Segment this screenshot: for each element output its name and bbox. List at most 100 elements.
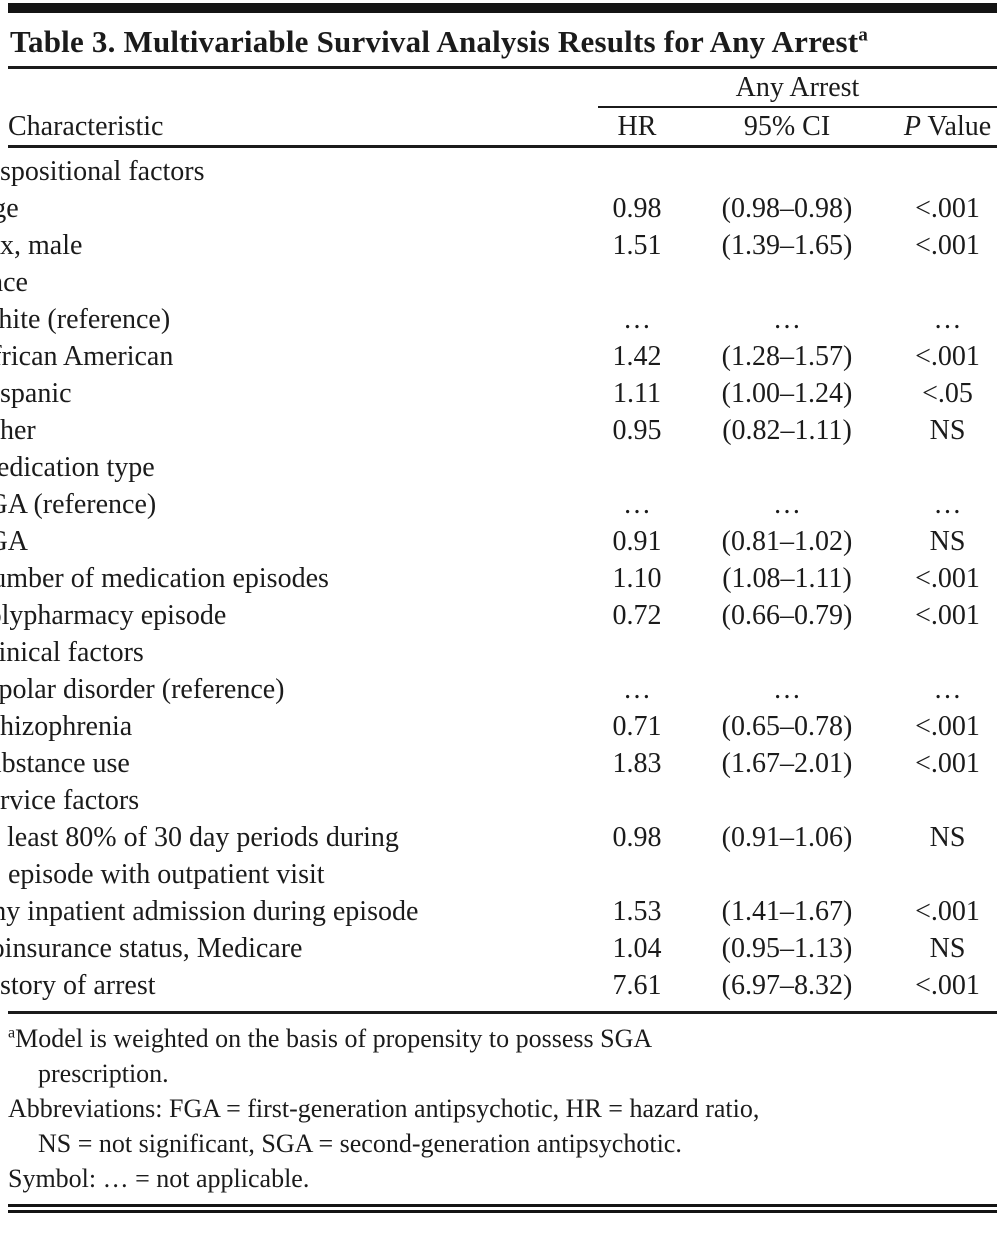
row-characteristic: Race: [0, 267, 28, 298]
table-row: Clinical factors: [0, 634, 997, 671]
row-p-value: …: [933, 489, 962, 520]
table-row: Sex, male 1.51 (1.39–1.65) <.001: [0, 227, 997, 264]
row-ci-value: (0.95–1.13): [721, 933, 853, 964]
row-p-value: <.001: [915, 970, 980, 1001]
row-ci-value: (1.28–1.57): [721, 341, 853, 372]
row-ci-value: (0.81–1.02): [721, 526, 853, 557]
row-hr-value: 1.51: [612, 230, 662, 261]
row-hr-value: 1.10: [612, 563, 662, 594]
table-row: Service factors: [0, 782, 997, 819]
row-hr-value: …: [623, 674, 651, 705]
row-p-value: [898, 782, 997, 819]
table-row: Substance use 1.83 (1.67–2.01) <.001: [0, 745, 997, 782]
column-header-pvalue: P Value: [898, 107, 997, 148]
row-characteristic: History of arrest: [0, 970, 156, 1001]
row-ci-value: (0.91–1.06): [721, 822, 853, 853]
table-title: Table 3. Multivariable Survival Analysis…: [10, 22, 997, 61]
row-hr-value: [598, 449, 676, 486]
row-hr-value: 0.95: [612, 415, 662, 446]
footnote-text: Symbol: … = not applicable.: [8, 1164, 310, 1193]
top-rule: [8, 3, 997, 13]
table-row: Dispositional factors: [0, 147, 997, 191]
row-ci-value: [676, 264, 898, 301]
row-p-value: [898, 449, 997, 486]
table-row: Schizophrenia 0.71 (0.65–0.78) <.001: [0, 708, 997, 745]
table-row: Number of medication episodes 1.10 (1.08…: [0, 560, 997, 597]
row-characteristic: Service factors: [0, 785, 140, 816]
row-ci-value: (0.82–1.11): [722, 415, 852, 446]
row-p-value: <.001: [915, 748, 980, 779]
row-ci-value: …: [773, 304, 801, 335]
row-hr-value: 0.98: [612, 193, 662, 224]
column-header-hr: HR: [598, 107, 676, 148]
row-hr-value: 0.98: [612, 822, 662, 853]
survival-analysis-table: Any Arrest Characteristic HR 95% CI P Va…: [0, 69, 997, 1005]
row-characteristic: African American: [0, 341, 174, 372]
footnotes: aModel is weighted on the basis of prope…: [8, 1021, 997, 1196]
footnote-text: Abbreviations: FGA = first-generation an…: [8, 1094, 760, 1158]
table-header: Any Arrest Characteristic HR 95% CI P Va…: [8, 69, 997, 148]
row-characteristic: SGA: [0, 526, 29, 557]
row-hr-value: 7.61: [612, 970, 662, 1001]
row-hr-value: 0.91: [612, 526, 662, 557]
row-p-value: <.001: [915, 193, 980, 224]
row-hr-value: [598, 264, 676, 301]
row-ci-value: …: [773, 489, 801, 520]
row-characteristic: At least 80% of 30 day periods during ep…: [7, 822, 399, 890]
row-characteristic: FGA (reference): [0, 489, 157, 520]
table-row: Age 0.98 (0.98–0.98) <.001: [0, 190, 997, 227]
column-header-ci: 95% CI: [676, 107, 898, 148]
journal-table-page: Table 3. Multivariable Survival Analysis…: [0, 3, 1005, 1213]
row-ci-value: [676, 147, 898, 191]
row-characteristic: Sex, male: [0, 230, 83, 261]
table-row: History of arrest 7.61 (6.97–8.32) <.001: [0, 967, 997, 1004]
row-p-value: …: [933, 304, 962, 335]
row-p-value: NS: [929, 822, 966, 853]
row-p-value: [898, 147, 997, 191]
row-ci-value: [676, 782, 898, 819]
table-title-superscript: a: [858, 24, 869, 46]
footnote: aModel is weighted on the basis of prope…: [8, 1021, 997, 1091]
footnote-separator-rule: [8, 1011, 997, 1014]
row-ci-value: (1.08–1.11): [722, 563, 852, 594]
row-p-value: NS: [929, 415, 966, 446]
row-ci-value: …: [773, 674, 801, 705]
row-characteristic: Clinical factors: [0, 637, 144, 668]
row-p-value: [898, 264, 997, 301]
row-p-value: <.001: [915, 563, 980, 594]
row-hr-value: 0.72: [612, 600, 662, 631]
pvalue-rest: Value: [920, 111, 992, 142]
row-hr-value: 1.42: [612, 341, 662, 372]
table-title-text: Table 3. Multivariable Survival Analysis…: [10, 24, 859, 59]
row-hr-value: 1.11: [613, 378, 661, 409]
row-p-value: <.001: [915, 896, 980, 927]
row-ci-value: [676, 634, 898, 671]
row-p-value: <.001: [915, 341, 980, 372]
row-ci-value: (1.41–1.67): [721, 896, 853, 927]
table-row: Other 0.95 (0.82–1.11) NS: [0, 412, 997, 449]
row-ci-value: (6.97–8.32): [721, 970, 853, 1001]
row-characteristic: Age: [0, 193, 19, 224]
table-row: FGA (reference) … … …: [0, 486, 997, 523]
row-hr-value: [598, 147, 676, 191]
row-hr-value: …: [623, 304, 651, 335]
bottom-double-rule: [8, 1204, 997, 1213]
row-ci-value: (1.39–1.65): [721, 230, 853, 261]
table-row: At least 80% of 30 day periods during ep…: [7, 819, 997, 893]
row-characteristic: Schizophrenia: [0, 711, 133, 742]
column-header-characteristic: Characteristic: [8, 107, 598, 148]
row-ci-value: [676, 449, 898, 486]
column-header-row: Characteristic HR 95% CI P Value: [8, 107, 997, 148]
row-p-value: NS: [929, 933, 966, 964]
row-p-value: NS: [929, 526, 966, 557]
footnote: Symbol: … = not applicable.: [8, 1161, 997, 1196]
row-characteristic: Coinsurance status, Medicare: [0, 933, 303, 964]
row-ci-value: (1.00–1.24): [721, 378, 853, 409]
row-characteristic: Bipolar disorder (reference): [0, 674, 285, 705]
title-rule: [8, 66, 997, 69]
table-row: SGA 0.91 (0.81–1.02) NS: [0, 523, 997, 560]
row-characteristic: Polypharmacy episode: [0, 600, 227, 631]
row-p-value: [898, 634, 997, 671]
row-hr-value: 1.04: [612, 933, 662, 964]
table-body: Dispositional factors Age 0.98 (0.98–0.9…: [0, 147, 997, 1005]
